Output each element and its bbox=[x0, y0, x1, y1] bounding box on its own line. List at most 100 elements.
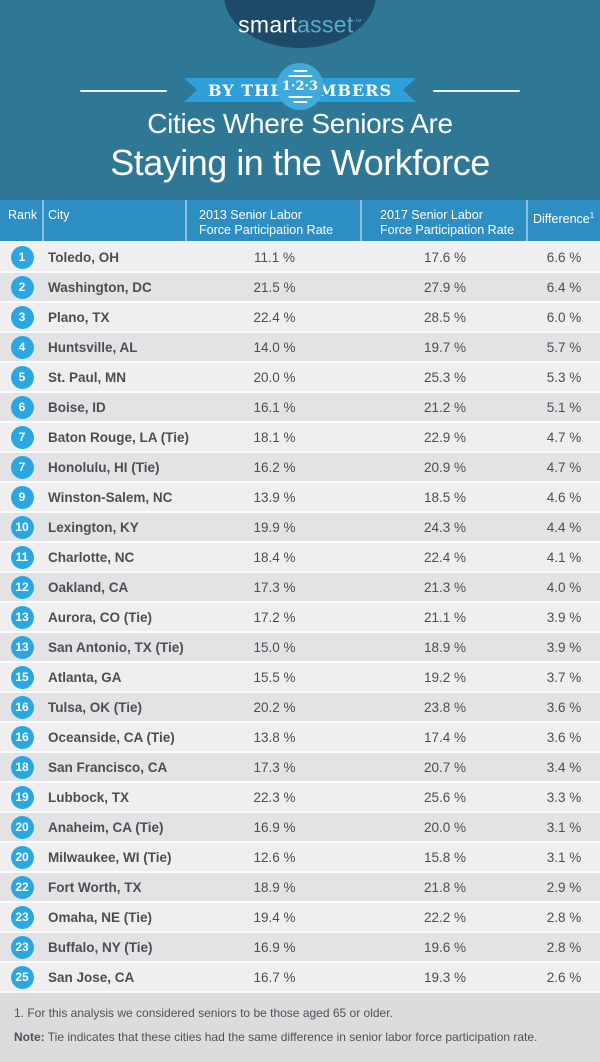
rank-badge: 11 bbox=[10, 545, 34, 569]
city-cell: Oakland, CA bbox=[48, 579, 129, 595]
rate-2013-cell: 20.2 % bbox=[253, 699, 296, 715]
table-row: 25 San Jose, CA 16.7 % 19.3 % 2.6 % bbox=[0, 963, 600, 993]
city-cell: Milwaukee, WI (Tie) bbox=[48, 849, 172, 865]
table-row: 12 Oakland, CA 17.3 % 21.3 % 4.0 % bbox=[0, 573, 600, 603]
table-row: 16 Oceanside, CA (Tie) 13.8 % 17.4 % 3.6… bbox=[0, 723, 600, 753]
table-row: 19 Lubbock, TX 22.3 % 25.6 % 3.3 % bbox=[0, 783, 600, 813]
rank-badge: 20 bbox=[10, 815, 34, 839]
rank-cell: 18 bbox=[0, 753, 44, 781]
rate-2013-cell: 13.9 % bbox=[253, 489, 296, 505]
table-row: 15 Atlanta, GA 15.5 % 19.2 % 3.7 % bbox=[0, 663, 600, 693]
note-label: Note: bbox=[14, 1030, 45, 1044]
rank-cell: 12 bbox=[0, 573, 44, 601]
difference-cell: 3.9 % bbox=[546, 639, 582, 655]
city-cell: Aurora, CO (Tie) bbox=[48, 609, 153, 625]
table-row: 3 Plano, TX 22.4 % 28.5 % 6.0 % bbox=[0, 303, 600, 333]
difference-cell: 4.6 % bbox=[546, 489, 582, 505]
rate-2017-cell: 18.5 % bbox=[423, 489, 467, 505]
table-row: 9 Winston-Salem, NC 13.9 % 18.5 % 4.6 % bbox=[0, 483, 600, 513]
rank-cell: 2 bbox=[0, 273, 44, 301]
column-header-2013-line2: Force Participation Rate bbox=[199, 223, 334, 237]
rank-badge: 19 bbox=[10, 785, 34, 809]
difference-cell: 2.8 % bbox=[546, 909, 582, 925]
difference-cell: 2.9 % bbox=[546, 879, 582, 895]
footnotes-section: 1. For this analysis we considered senio… bbox=[0, 993, 600, 1062]
city-cell: St. Paul, MN bbox=[48, 369, 127, 385]
rate-2017-cell: 23.8 % bbox=[423, 699, 467, 715]
rate-2013-cell: 19.4 % bbox=[253, 909, 296, 925]
badge-line-icon bbox=[293, 101, 307, 103]
rate-2017-cell: 17.4 % bbox=[423, 729, 467, 745]
rate-2017-cell: 22.2 % bbox=[423, 909, 467, 925]
header-section: smartasset™ BY THE NUMBERS 1·2·3 Cities … bbox=[0, 0, 600, 200]
trademark-symbol: ™ bbox=[354, 19, 362, 26]
rank-badge: 3 bbox=[10, 305, 34, 329]
rank-cell: 7 bbox=[0, 423, 44, 451]
table-row: 23 Buffalo, NY (Tie) 16.9 % 19.6 % 2.8 % bbox=[0, 933, 600, 963]
rank-badge: 6 bbox=[10, 395, 34, 419]
rate-2017-cell: 19.2 % bbox=[423, 669, 467, 685]
city-cell: San Jose, CA bbox=[48, 969, 135, 985]
rate-2017-cell: 20.9 % bbox=[423, 459, 467, 475]
rank-cell: 13 bbox=[0, 603, 44, 631]
column-header-2017-rate: 2017 Senior Labor Force Participation Ra… bbox=[362, 200, 528, 241]
page-title: Cities Where Seniors Are Staying in the … bbox=[0, 106, 600, 184]
city-cell: Oceanside, CA (Tie) bbox=[48, 729, 175, 745]
city-cell: Honolulu, HI (Tie) bbox=[48, 459, 160, 475]
rate-2017-cell: 18.9 % bbox=[423, 639, 467, 655]
rate-2013-cell: 12.6 % bbox=[253, 849, 296, 865]
rate-2017-cell: 21.8 % bbox=[423, 879, 467, 895]
rank-cell: 20 bbox=[0, 813, 44, 841]
difference-cell: 3.6 % bbox=[546, 729, 582, 745]
city-cell: Baton Rouge, LA (Tie) bbox=[48, 429, 189, 445]
note-text: Tie indicates that these cities had the … bbox=[44, 1030, 538, 1044]
difference-cell: 5.1 % bbox=[546, 399, 582, 415]
table-row: 10 Lexington, KY 19.9 % 24.3 % 4.4 % bbox=[0, 513, 600, 543]
city-cell: Boise, ID bbox=[48, 399, 106, 415]
rank-badge: 16 bbox=[10, 695, 34, 719]
rate-2013-cell: 14.0 % bbox=[253, 339, 296, 355]
rank-cell: 4 bbox=[0, 333, 44, 361]
rate-2017-cell: 20.7 % bbox=[423, 759, 467, 775]
rank-badge: 9 bbox=[10, 485, 34, 509]
rate-2013-cell: 16.7 % bbox=[253, 969, 296, 985]
rate-2013-cell: 17.3 % bbox=[253, 579, 296, 595]
difference-cell: 6.4 % bbox=[546, 279, 582, 295]
banner-right-rule bbox=[433, 90, 520, 92]
city-cell: Charlotte, NC bbox=[48, 549, 135, 565]
rate-2017-cell: 17.6 % bbox=[423, 249, 467, 265]
rate-2013-cell: 17.2 % bbox=[253, 609, 296, 625]
rank-badge: 12 bbox=[10, 575, 34, 599]
rate-2017-cell: 19.3 % bbox=[423, 969, 467, 985]
rank-cell: 5 bbox=[0, 363, 44, 391]
table-row: 11 Charlotte, NC 18.4 % 22.4 % 4.1 % bbox=[0, 543, 600, 573]
difference-cell: 4.0 % bbox=[546, 579, 582, 595]
table-row: 4 Huntsville, AL 14.0 % 19.7 % 5.7 % bbox=[0, 333, 600, 363]
badge-numbers: 1·2·3 bbox=[281, 79, 319, 94]
rank-badge: 10 bbox=[10, 515, 34, 539]
rate-2017-cell: 22.9 % bbox=[423, 429, 467, 445]
rank-cell: 16 bbox=[0, 723, 44, 751]
city-cell: Omaha, NE (Tie) bbox=[48, 909, 153, 925]
city-cell: Fort Worth, TX bbox=[48, 879, 142, 895]
rate-2013-cell: 18.9 % bbox=[253, 879, 296, 895]
rank-cell: 9 bbox=[0, 483, 44, 511]
table-row: 13 Aurora, CO (Tie) 17.2 % 21.1 % 3.9 % bbox=[0, 603, 600, 633]
rate-2013-cell: 16.9 % bbox=[253, 939, 296, 955]
rank-cell: 16 bbox=[0, 693, 44, 721]
title-line-1: Cities Where Seniors Are bbox=[147, 108, 453, 139]
difference-cell: 4.1 % bbox=[546, 549, 582, 565]
difference-cell: 3.1 % bbox=[546, 819, 582, 835]
badge-line-icon bbox=[293, 70, 307, 72]
rank-cell: 3 bbox=[0, 303, 44, 331]
rate-2017-cell: 21.3 % bbox=[423, 579, 467, 595]
table-row: 13 San Antonio, TX (Tie) 15.0 % 18.9 % 3… bbox=[0, 633, 600, 663]
rate-2017-cell: 19.7 % bbox=[423, 339, 467, 355]
table-row: 23 Omaha, NE (Tie) 19.4 % 22.2 % 2.8 % bbox=[0, 903, 600, 933]
column-header-city: City bbox=[44, 200, 187, 241]
difference-cell: 3.1 % bbox=[546, 849, 582, 865]
rank-cell: 7 bbox=[0, 453, 44, 481]
rank-cell: 23 bbox=[0, 903, 44, 931]
difference-cell: 6.6 % bbox=[546, 249, 582, 265]
